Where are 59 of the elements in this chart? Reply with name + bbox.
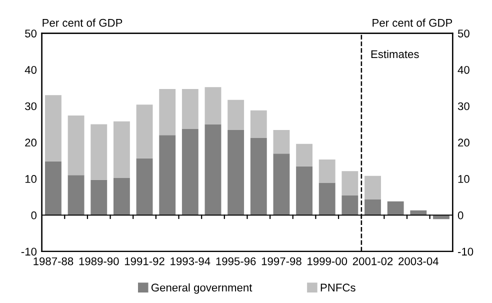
bar	[182, 88, 198, 129]
y2-tick-label: 50	[458, 30, 470, 38]
bar	[136, 158, 153, 216]
y-tick-label: 30	[25, 102, 37, 110]
bar	[113, 178, 130, 216]
bar	[318, 182, 336, 216]
bar	[159, 135, 176, 216]
x-tick-label: 1995-96	[216, 257, 256, 266]
bar	[204, 124, 222, 216]
x-tick-label: 1987-88	[34, 257, 74, 266]
y2-tick-label: 20	[458, 138, 470, 147]
bar	[68, 175, 84, 216]
legend-label: PNFCs	[320, 284, 356, 292]
bar	[45, 161, 62, 216]
y-tick-label: -10	[21, 248, 37, 256]
x-tick-label: 2003-04	[398, 257, 438, 266]
legend-label: General government	[151, 283, 252, 294]
bar	[387, 201, 404, 216]
bar	[90, 124, 108, 180]
x-tick-label: 1993-94	[170, 257, 210, 266]
y-tick-label: 50	[25, 30, 37, 38]
y-tick-label: 20	[25, 138, 37, 147]
bar	[296, 144, 313, 166]
x-tick-label: 1999-00	[308, 257, 348, 266]
bar	[90, 180, 108, 216]
bar	[113, 121, 130, 178]
y-axis-title: Per cent of GDP	[42, 18, 122, 27]
bar	[250, 110, 267, 138]
annotation: Estimates	[371, 50, 419, 58]
bar	[228, 100, 244, 130]
y2-tick-label: 40	[458, 66, 470, 74]
y-tick-label: 40	[24, 66, 37, 74]
bar	[342, 171, 358, 196]
bar	[318, 160, 336, 183]
bar	[296, 166, 313, 216]
x-tick-label: 1989-90	[79, 257, 119, 266]
bar	[204, 87, 222, 124]
y-tick-label: 0	[31, 211, 37, 220]
bar	[250, 138, 267, 216]
bar	[45, 95, 62, 162]
bar	[364, 199, 381, 216]
bar	[342, 195, 358, 216]
bar	[159, 88, 176, 136]
x-tick-label: 1991-92	[124, 257, 164, 266]
x-tick-label: 1997-98	[262, 257, 302, 266]
y-tick-label: 10	[25, 175, 37, 183]
y2-tick-label: -10	[458, 248, 474, 256]
bar	[68, 116, 84, 176]
bar	[273, 130, 290, 154]
y2-tick-label: 0	[458, 211, 464, 220]
y2-tick-label: 30	[458, 102, 470, 110]
y2-axis-title: Per cent of GDP	[372, 18, 452, 27]
bar	[228, 130, 244, 216]
bar	[364, 176, 381, 200]
x-tick-label: 2001-02	[352, 257, 393, 266]
bar	[273, 154, 290, 216]
y2-tick-label: 10	[458, 175, 470, 183]
bar	[136, 104, 153, 158]
bar	[182, 128, 198, 216]
